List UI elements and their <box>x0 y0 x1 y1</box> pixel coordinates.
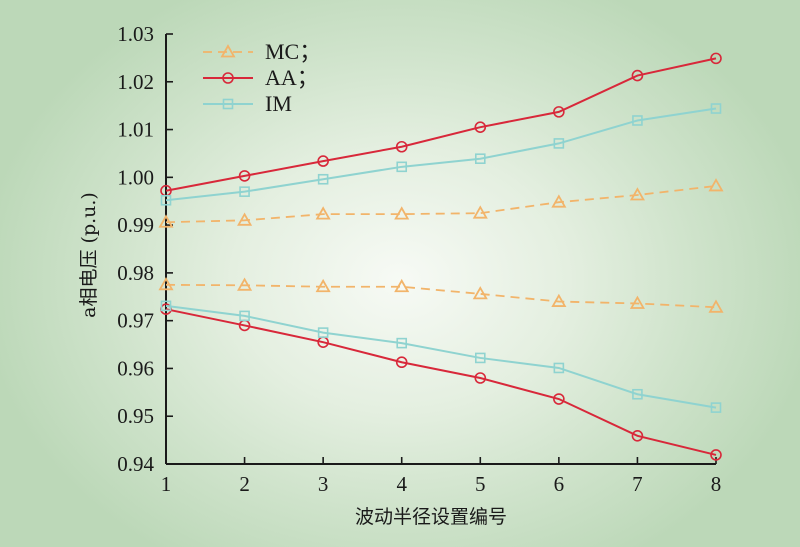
data-point-mc-lower <box>158 277 174 291</box>
data-point-mc-upper <box>158 214 174 228</box>
data-point-im-lower <box>239 310 250 322</box>
series-mc <box>158 178 724 313</box>
data-point-im-lower <box>553 362 565 374</box>
data-point-im-lower <box>710 402 722 413</box>
legend-label: MC； <box>265 39 321 64</box>
data-point-mc-upper <box>629 187 645 201</box>
y-tick-label: 0.99 <box>117 213 154 237</box>
data-point-im-lower <box>474 352 486 364</box>
data-point-aa-lower <box>474 372 487 384</box>
y-tick-label: 1.03 <box>117 22 154 46</box>
x-tick-label: 8 <box>711 472 722 496</box>
y-tick-label: 0.98 <box>117 261 154 285</box>
y-tick-label: 1.02 <box>117 70 154 94</box>
y-tick-label: 1.00 <box>117 165 154 189</box>
data-point-aa-upper <box>238 170 251 182</box>
data-point-im-upper <box>632 115 643 126</box>
data-point-mc-lower <box>629 295 645 309</box>
y-tick-label: 1.01 <box>117 118 154 142</box>
x-axis-title: 波动半径设置编号 <box>355 506 507 528</box>
y-tick-label: 0.97 <box>117 309 154 333</box>
data-point-im-lower <box>396 337 408 349</box>
data-point-im-upper <box>160 194 172 206</box>
data-point-mc-upper <box>315 206 331 220</box>
series-line-im-upper <box>165 107 717 202</box>
data-point-mc-upper <box>551 194 567 208</box>
data-point-mc-lower <box>551 293 567 307</box>
legend-item-im: IM <box>203 91 292 116</box>
legend-marker-circle-icon <box>222 72 234 84</box>
series-line-mc-upper <box>165 185 717 224</box>
legend-item-mc: MC； <box>203 39 321 64</box>
y-tick-label: 0.95 <box>117 404 154 428</box>
y-tick-label: 0.94 <box>117 452 154 476</box>
x-tick-label: 3 <box>318 472 329 496</box>
data-point-aa-lower <box>710 449 722 461</box>
data-point-im-upper <box>239 186 250 197</box>
legend-marker-square-icon <box>222 98 234 110</box>
data-point-mc-lower <box>708 299 724 313</box>
data-point-im-upper <box>710 103 722 114</box>
data-point-aa-upper <box>553 106 565 118</box>
series-line-mc-lower <box>165 283 717 309</box>
series-line-im-lower <box>165 304 717 409</box>
data-point-mc-lower <box>472 286 488 300</box>
data-point-aa-upper <box>317 155 329 167</box>
data-point-im-upper <box>474 153 486 164</box>
data-point-im-upper <box>553 138 565 149</box>
data-point-aa-lower <box>631 430 644 442</box>
data-point-im-lower <box>160 300 172 312</box>
x-tick-label: 4 <box>396 472 407 496</box>
x-tick-label: 7 <box>632 472 643 496</box>
axes: 0.94 0.95 0.96 0.97 0.98 0.99 1.00 1.01 1.02 1.03… <box>117 22 721 496</box>
data-point-im-upper <box>317 173 329 185</box>
data-point-mc-lower <box>394 278 410 293</box>
legend-label: IM <box>265 91 292 116</box>
data-point-im-lower <box>632 388 643 400</box>
legend-label: AA； <box>265 65 319 90</box>
series-line-aa-upper <box>165 57 717 192</box>
x-tick-label: 5 <box>475 472 486 496</box>
x-tick-label: 2 <box>239 472 250 496</box>
data-point-aa-upper <box>631 69 644 82</box>
data-point-mc-upper <box>237 212 253 226</box>
series-line-aa-lower <box>165 308 717 456</box>
data-point-mc-lower <box>237 277 253 291</box>
legend-marker-triangle-icon <box>220 44 236 58</box>
data-point-aa-upper <box>395 140 408 153</box>
series-layer <box>158 52 724 461</box>
y-axis-title: a相电压 (p.u.) <box>78 192 100 318</box>
data-point-mc-upper <box>394 206 410 220</box>
x-tick-label: 6 <box>554 472 565 496</box>
data-point-im-upper <box>396 161 408 173</box>
data-point-im-lower <box>317 327 329 338</box>
series-im <box>160 103 722 413</box>
legend-item-aa: AA； <box>203 65 319 90</box>
data-point-mc-lower <box>315 278 331 293</box>
data-point-aa-upper <box>710 52 722 65</box>
x-tick-label: 1 <box>161 472 172 496</box>
y-tick-label: 0.96 <box>117 356 154 380</box>
legend: MC；AA；IM <box>203 39 321 116</box>
data-point-aa-lower <box>395 356 408 369</box>
data-point-mc-upper <box>472 205 488 219</box>
data-point-mc-upper <box>708 178 724 192</box>
data-point-aa-upper <box>474 121 487 133</box>
data-point-aa-lower <box>553 393 565 405</box>
